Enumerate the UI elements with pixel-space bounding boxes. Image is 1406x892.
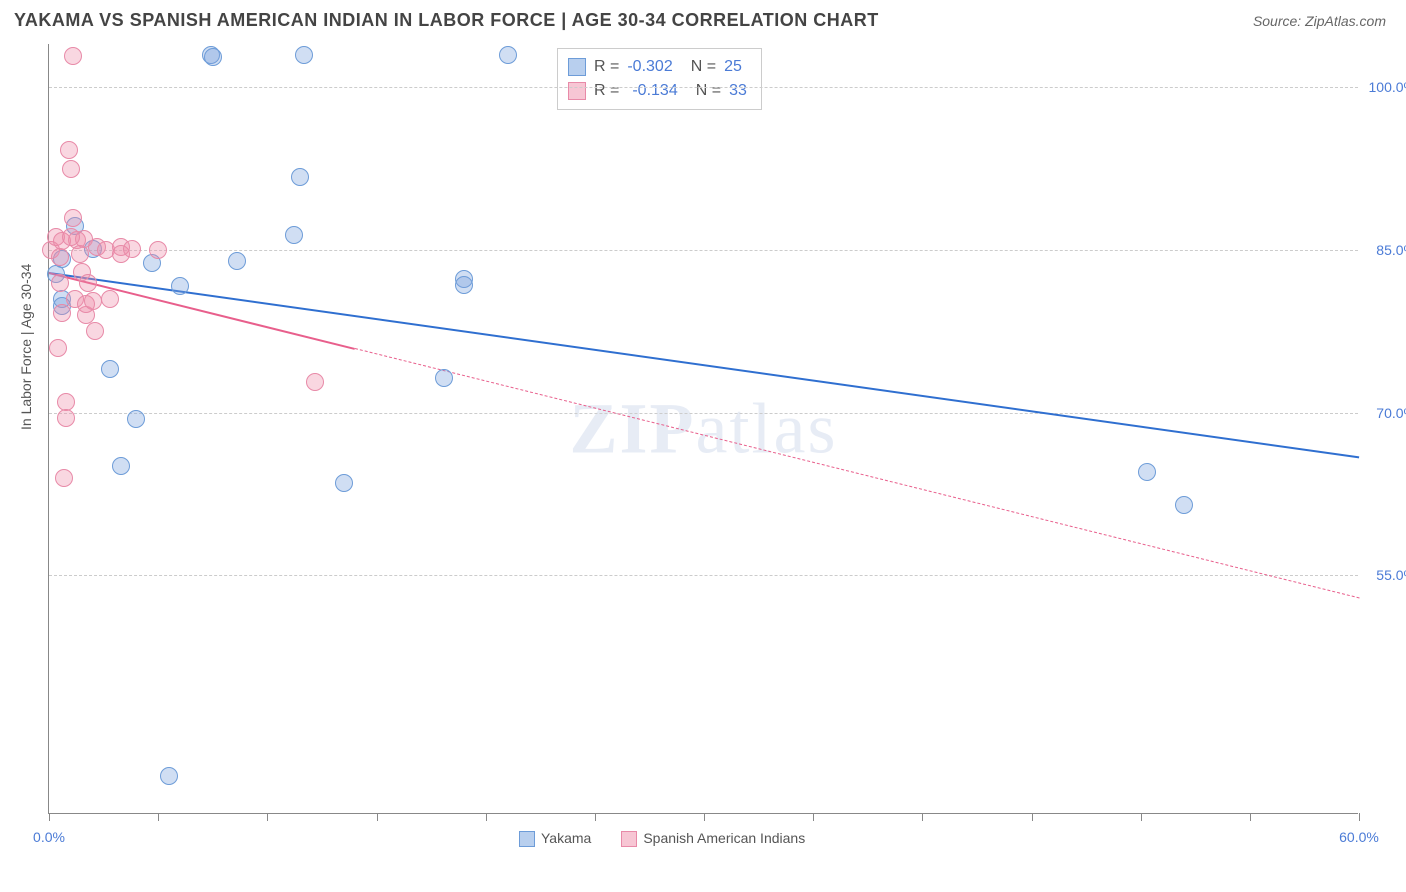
data-point (1175, 496, 1193, 514)
y-tick-label: 55.0% (1364, 567, 1406, 583)
source-label: Source: ZipAtlas.com (1253, 13, 1386, 29)
stats-r-value-yakama: -0.302 (627, 55, 672, 79)
stats-legend-box: R = -0.302 N = 25 R = -0.134 N = 33 (557, 48, 762, 110)
data-point (49, 339, 67, 357)
data-point (64, 47, 82, 65)
data-point (160, 767, 178, 785)
stats-r-value-spanish: -0.134 (632, 79, 677, 103)
x-tick (49, 813, 50, 821)
data-point (285, 226, 303, 244)
data-point (53, 304, 71, 322)
grid-line (49, 87, 1358, 88)
stats-n-value-yakama: 25 (724, 55, 742, 79)
data-point (71, 245, 89, 263)
stats-n-label-2: N = (696, 79, 721, 103)
data-point (455, 276, 473, 294)
x-tick (267, 813, 268, 821)
x-tick (1032, 813, 1033, 821)
data-point (127, 410, 145, 428)
y-axis-title: In Labor Force | Age 30-34 (18, 264, 34, 430)
chart-title: YAKAMA VS SPANISH AMERICAN INDIAN IN LAB… (14, 10, 879, 31)
x-tick (813, 813, 814, 821)
legend-label-spanish: Spanish American Indians (643, 830, 805, 846)
data-point (1138, 463, 1156, 481)
y-tick-label: 100.0% (1364, 79, 1406, 95)
data-point (228, 252, 246, 270)
chart-plot-area: ZIPatlas R = -0.302 N = 25 R = -0.134 N … (48, 44, 1358, 814)
data-point (291, 168, 309, 186)
data-point (123, 240, 141, 258)
y-tick-label: 85.0% (1364, 242, 1406, 258)
data-point (112, 457, 130, 475)
legend-item-spanish: Spanish American Indians (621, 830, 805, 847)
legend-label-yakama: Yakama (541, 830, 591, 846)
grid-line (49, 575, 1358, 576)
x-tick (922, 813, 923, 821)
data-point (51, 274, 69, 292)
data-point (295, 46, 313, 64)
bottom-legend: Yakama Spanish American Indians (519, 830, 805, 847)
stats-swatch-spanish (568, 82, 586, 100)
data-point (499, 46, 517, 64)
data-point (62, 160, 80, 178)
x-tick (595, 813, 596, 821)
x-tick-label: 60.0% (1339, 829, 1379, 845)
data-point (149, 241, 167, 259)
data-point (86, 322, 104, 340)
x-tick (377, 813, 378, 821)
stats-row-yakama: R = -0.302 N = 25 (568, 55, 747, 79)
x-tick (1359, 813, 1360, 821)
grid-line (49, 250, 1358, 251)
stats-r-label: R = (594, 55, 619, 79)
x-tick (1250, 813, 1251, 821)
x-tick-label: 0.0% (33, 829, 65, 845)
stats-r-label-2: R = (594, 79, 619, 103)
stats-swatch-yakama (568, 58, 586, 76)
data-point (101, 290, 119, 308)
data-point (60, 141, 78, 159)
grid-line (49, 413, 1358, 414)
legend-swatch-yakama (519, 831, 535, 847)
stats-n-value-spanish: 33 (729, 79, 747, 103)
x-tick (1141, 813, 1142, 821)
data-point (204, 48, 222, 66)
data-point (64, 209, 82, 227)
data-point (306, 373, 324, 391)
data-point (57, 409, 75, 427)
data-point (101, 360, 119, 378)
data-point (435, 369, 453, 387)
legend-item-yakama: Yakama (519, 830, 591, 847)
data-point (79, 274, 97, 292)
trend-line (49, 272, 1359, 458)
data-point (62, 228, 80, 246)
data-point (335, 474, 353, 492)
x-tick (704, 813, 705, 821)
x-tick (158, 813, 159, 821)
stats-row-spanish: R = -0.134 N = 33 (568, 79, 747, 103)
legend-swatch-spanish (621, 831, 637, 847)
stats-n-label: N = (691, 55, 716, 79)
x-tick (486, 813, 487, 821)
data-point (84, 292, 102, 310)
data-point (171, 277, 189, 295)
y-tick-label: 70.0% (1364, 405, 1406, 421)
data-point (55, 469, 73, 487)
